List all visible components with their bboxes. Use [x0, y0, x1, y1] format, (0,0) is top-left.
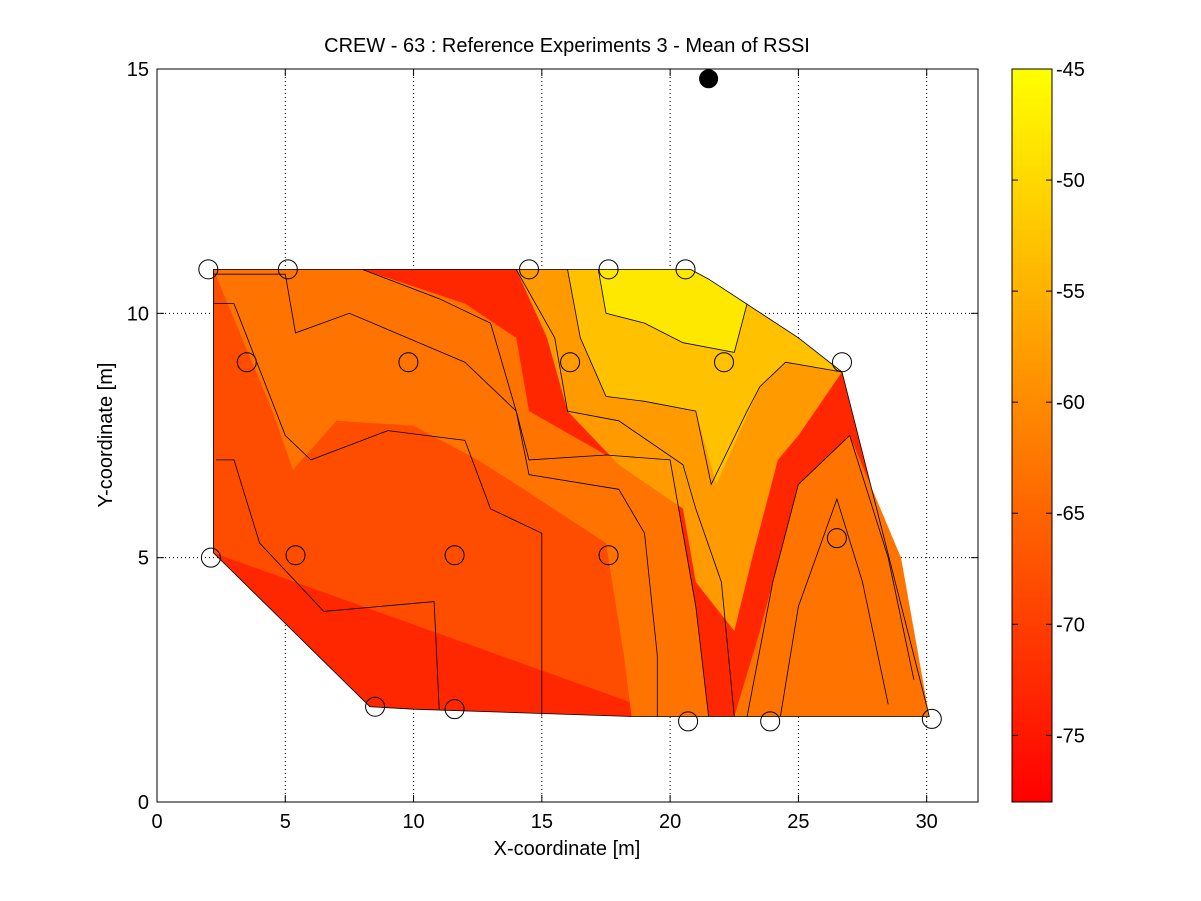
measurement-point	[760, 711, 781, 732]
colorbar-gradient	[1011, 68, 1053, 803]
y-axis-label: Y-coordinate [m]	[95, 363, 117, 508]
contour-line	[567, 269, 843, 486]
measurement-point	[598, 545, 619, 566]
contour-line	[780, 497, 889, 717]
x-axis-label: X-coordinate [m]	[494, 838, 641, 860]
measurement-point	[285, 545, 306, 566]
measurement-point	[277, 259, 298, 280]
y-tick-label: 0	[138, 792, 149, 814]
measurement-point	[826, 528, 847, 549]
contour-line-layer	[212, 268, 930, 717]
x-tick-label: 30	[916, 811, 938, 833]
measurement-point	[398, 352, 419, 373]
contour-band	[567, 269, 842, 485]
y-tick-label: 10	[127, 303, 149, 325]
contour-line	[746, 434, 915, 717]
colorbar-tick-label: -65	[1056, 503, 1085, 525]
colorbar-tick-label: -70	[1056, 614, 1085, 636]
transmitter-point	[699, 69, 719, 89]
contour-band	[598, 269, 748, 353]
measurement-point	[921, 708, 942, 729]
measurement-point	[832, 352, 853, 373]
axis-ticks: 0 5 10 15 20 25 30 0 5 10 15	[127, 59, 978, 833]
chart-title: CREW - 63 : Reference Experiments 3 - Me…	[324, 35, 810, 57]
contour-fill-layer	[213, 269, 930, 717]
measurement-points	[198, 69, 942, 732]
contour-line	[216, 459, 440, 710]
measurement-point	[198, 259, 219, 280]
y-tick-label: 5	[138, 548, 149, 570]
x-tick-label: 10	[402, 811, 424, 833]
measurement-point	[678, 711, 699, 732]
colorbar-tick-label: -60	[1056, 392, 1085, 414]
contour-line	[597, 269, 748, 353]
x-tick-label: 15	[531, 811, 553, 833]
contour-line	[515, 269, 735, 717]
measurement-point	[675, 259, 696, 280]
x-tick-label: 25	[787, 811, 809, 833]
measurement-point	[714, 352, 735, 373]
measurement-point	[236, 352, 257, 373]
contour-band	[213, 269, 930, 717]
x-tick-label: 20	[659, 811, 681, 833]
measurement-point	[560, 352, 581, 373]
colorbar-ticks: -45 -50 -55 -60 -65 -70 -75	[1012, 59, 1085, 747]
measurement-point	[444, 545, 465, 566]
y-tick-label: 15	[127, 59, 149, 81]
measurement-point	[365, 696, 386, 717]
colorbar-tick-label: -45	[1056, 59, 1085, 81]
contour-line	[213, 303, 543, 717]
region-boundary	[212, 268, 930, 717]
x-tick-label: 5	[280, 811, 291, 833]
measurement-point	[200, 547, 221, 568]
colorbar-tick-label: -55	[1056, 281, 1085, 303]
contour-line	[362, 269, 709, 717]
measurement-point	[519, 259, 540, 280]
colorbar: -45 -50 -55 -60 -65 -70 -75	[1011, 59, 1085, 803]
x-tick-label: 0	[151, 811, 162, 833]
measurement-point	[598, 259, 619, 280]
colorbar-tick-label: -75	[1056, 725, 1085, 747]
measurement-point	[444, 699, 465, 720]
colorbar-tick-label: -50	[1056, 170, 1085, 192]
plot-frame	[156, 68, 979, 803]
